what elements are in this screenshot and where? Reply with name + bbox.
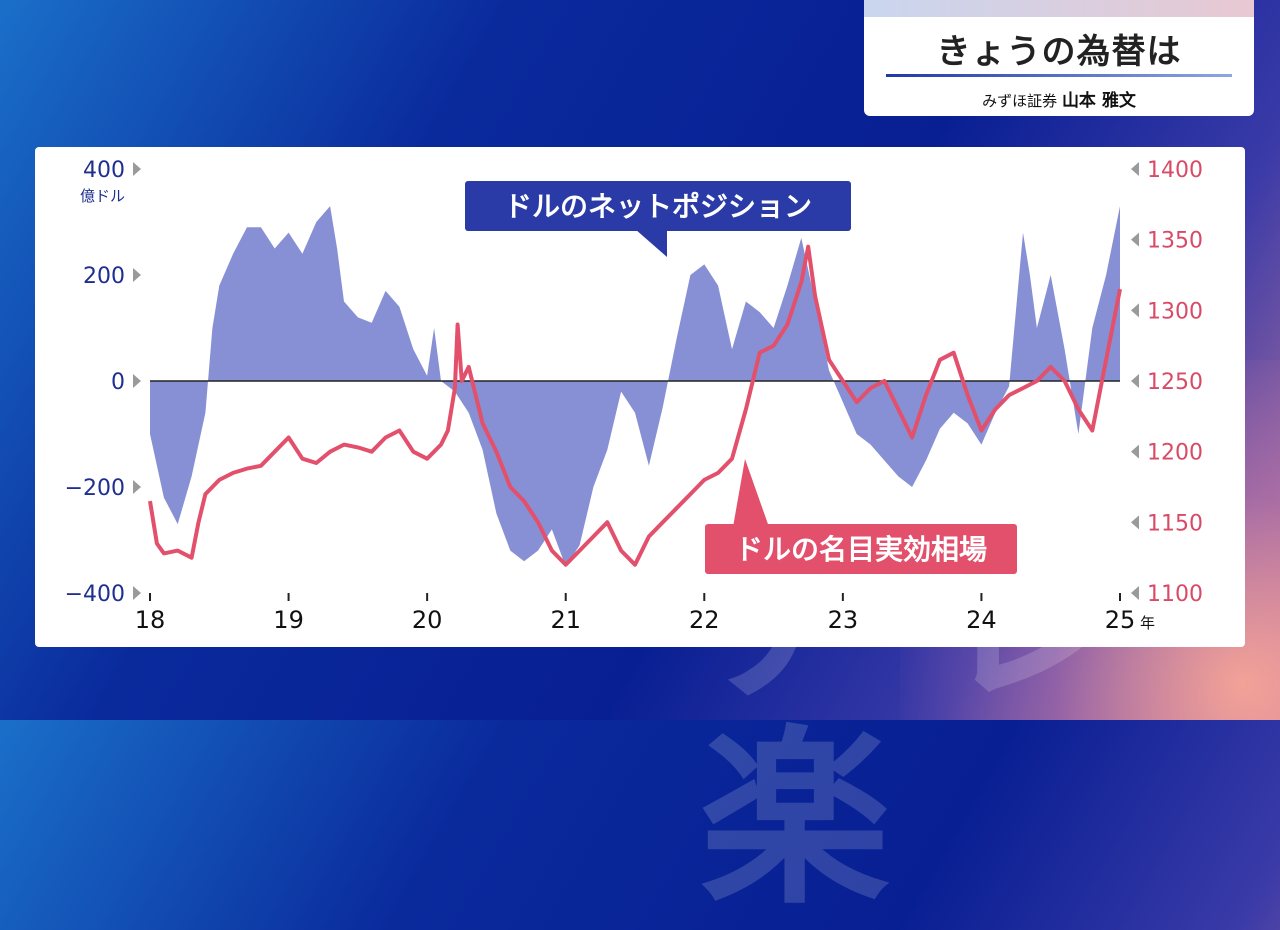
net-position-callout-label: ドルのネットポジション bbox=[504, 190, 812, 223]
left-axis-tick-marker bbox=[133, 162, 141, 176]
right-axis-tick-label: 1100 bbox=[1147, 582, 1203, 607]
left-axis-tick-marker bbox=[133, 268, 141, 282]
right-axis-tick-marker bbox=[1131, 515, 1139, 530]
page-title: きょうの為替は bbox=[936, 32, 1182, 72]
title-box: きょうの為替は みずほ証券 山本 雅文 bbox=[864, 0, 1254, 116]
effective-rate-line bbox=[148, 244, 1122, 567]
speaker-credit: みずほ証券 山本 雅文 bbox=[864, 86, 1254, 111]
speaker-name: 山本 雅文 bbox=[1061, 91, 1136, 111]
effective-rate-callout-pointer bbox=[733, 459, 769, 527]
x-axis-unit: 年 bbox=[1140, 614, 1155, 632]
effective-rate-callout-label: ドルの名目実効相場 bbox=[735, 533, 987, 566]
left-axis-tick-label: −200 bbox=[65, 476, 125, 501]
left-axis-tick-label: 200 bbox=[83, 264, 125, 289]
right-axis-tick-marker bbox=[1131, 303, 1139, 318]
left-axis-tick-label: 400 bbox=[83, 158, 125, 183]
x-axis-tick-label: 21 bbox=[550, 606, 581, 634]
title-accent-strip bbox=[864, 0, 1254, 17]
effective-rate-callout-box bbox=[705, 524, 1017, 574]
right-axis-tick-label: 1350 bbox=[1147, 229, 1203, 254]
right-axis-tick-label: 1300 bbox=[1147, 299, 1203, 324]
left-axis-tick-marker bbox=[133, 586, 141, 600]
right-axis-tick-marker bbox=[1131, 444, 1139, 459]
net-position-area bbox=[150, 206, 1120, 567]
left-axis-tick-marker bbox=[133, 480, 141, 494]
x-axis-tick-label: 20 bbox=[412, 606, 443, 634]
x-axis-tick-label: 22 bbox=[689, 606, 720, 634]
x-axis-tick-label: 23 bbox=[828, 606, 859, 634]
x-axis-tick-label: 24 bbox=[966, 606, 997, 634]
x-axis-tick-label: 18 bbox=[135, 606, 166, 634]
left-axis-unit: 億ドル bbox=[80, 187, 125, 205]
x-axis-tick-label: 25 bbox=[1105, 606, 1136, 634]
net-position-callout-box bbox=[465, 181, 851, 231]
title-underline bbox=[886, 74, 1232, 77]
net-position-callout-pointer bbox=[635, 229, 667, 257]
right-axis-tick-marker bbox=[1131, 586, 1139, 600]
chart-panel: 400 200 0 −200 −400 億ドル 1400 1350 1300 1250 1200 11… bbox=[35, 147, 1245, 647]
right-axis-tick-label: 1250 bbox=[1147, 370, 1203, 395]
right-axis-tick-marker bbox=[1131, 162, 1139, 176]
right-axis-tick-marker bbox=[1131, 374, 1139, 388]
right-axis-tick-marker bbox=[1131, 232, 1139, 247]
speaker-org: みずほ証券 bbox=[982, 92, 1058, 110]
right-axis-tick-label: 1400 bbox=[1147, 158, 1203, 183]
right-axis-tick-label: 1200 bbox=[1147, 441, 1203, 466]
right-axis-tick-label: 1150 bbox=[1147, 511, 1203, 536]
x-axis-tick-label: 19 bbox=[273, 606, 304, 634]
chart: 400 200 0 −200 −400 億ドル 1400 1350 1300 1250 1200 11… bbox=[65, 158, 1203, 634]
left-axis-tick-label: 0 bbox=[111, 370, 125, 395]
left-axis-tick-label: −400 bbox=[65, 582, 125, 607]
left-axis-tick-marker bbox=[133, 374, 141, 388]
